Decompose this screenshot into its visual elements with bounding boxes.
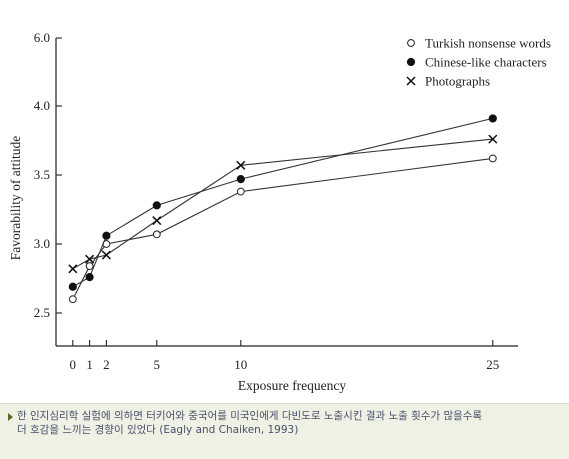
open-circle-marker bbox=[68, 295, 77, 304]
x-marker bbox=[85, 254, 95, 264]
x-tick-label: 25 bbox=[486, 357, 499, 372]
x-marker-stroke bbox=[85, 254, 95, 264]
chart-series bbox=[68, 114, 498, 304]
series-0 bbox=[68, 154, 497, 304]
x-marker bbox=[406, 76, 416, 86]
filled-circle-marker bbox=[68, 282, 77, 291]
filled-circle-marker bbox=[85, 273, 94, 282]
x-tick-label: 5 bbox=[154, 357, 161, 372]
x-tick-label: 0 bbox=[70, 357, 77, 372]
x-marker-stroke bbox=[236, 160, 246, 170]
legend-entry: Chinese-like characters bbox=[425, 55, 547, 70]
x-axis-title: Exposure frequency bbox=[238, 378, 347, 393]
open-circle-marker bbox=[152, 230, 161, 239]
x-marker-stroke bbox=[406, 76, 416, 86]
chart-axes bbox=[55, 38, 518, 347]
y-tick-label: 2.5 bbox=[34, 305, 50, 320]
series-line bbox=[72, 138, 493, 270]
series-1 bbox=[68, 114, 497, 291]
series-2 bbox=[68, 134, 498, 274]
x-marker bbox=[101, 250, 111, 260]
caption-panel: 한 인지심리학 실험에 의하면 터키어와 중국어를 미국인에게 다빈도로 노출시… bbox=[0, 403, 569, 459]
chart: 2.53.03.54.06.00 1 2 5 10 25 Turkish nonsense… bbox=[8, 30, 551, 393]
x-tick-label: 1 bbox=[86, 357, 93, 372]
x-marker bbox=[236, 160, 246, 170]
x-tick-label: 10 bbox=[234, 357, 247, 372]
y-tick-label: 6.0 bbox=[34, 30, 50, 45]
x-marker-stroke bbox=[152, 216, 162, 226]
x-marker-stroke bbox=[68, 264, 78, 274]
x-marker bbox=[68, 264, 78, 274]
y-axis-title: Favorability of attitude bbox=[8, 136, 23, 260]
series-line bbox=[72, 157, 493, 300]
y-tick-label: 4.0 bbox=[34, 98, 50, 113]
series-line bbox=[72, 117, 493, 288]
filled-circle-marker bbox=[152, 201, 161, 210]
filled-circle-marker bbox=[406, 57, 416, 67]
caption-bullet-icon bbox=[8, 413, 13, 421]
x-marker bbox=[152, 216, 162, 226]
filled-circle-marker bbox=[102, 231, 111, 240]
filled-circle-marker bbox=[236, 175, 245, 184]
x-tick-label: 2 bbox=[103, 357, 110, 372]
legend-entry: Photographs bbox=[425, 74, 490, 89]
open-circle-marker bbox=[407, 39, 415, 47]
filled-circle-marker bbox=[488, 114, 497, 123]
chart-legend: Turkish nonsense words Chinese-like chara… bbox=[406, 36, 551, 89]
legend-entry: Turkish nonsense words bbox=[425, 36, 551, 51]
x-marker-stroke bbox=[101, 250, 111, 260]
y-tick-label: 3.5 bbox=[34, 167, 50, 182]
caption-text: 한 인지심리학 실험에 의하면 터키어와 중국어를 미국인에게 다빈도로 노출시… bbox=[17, 410, 483, 436]
x-marker bbox=[488, 134, 498, 144]
open-circle-marker bbox=[236, 187, 245, 196]
open-circle-marker bbox=[488, 154, 497, 163]
chart-ticks: 2.53.03.54.06.00 1 2 5 10 25 bbox=[34, 30, 500, 372]
x-marker-stroke bbox=[488, 134, 498, 144]
y-tick-label: 3.0 bbox=[34, 236, 50, 251]
open-circle-marker bbox=[85, 262, 94, 271]
